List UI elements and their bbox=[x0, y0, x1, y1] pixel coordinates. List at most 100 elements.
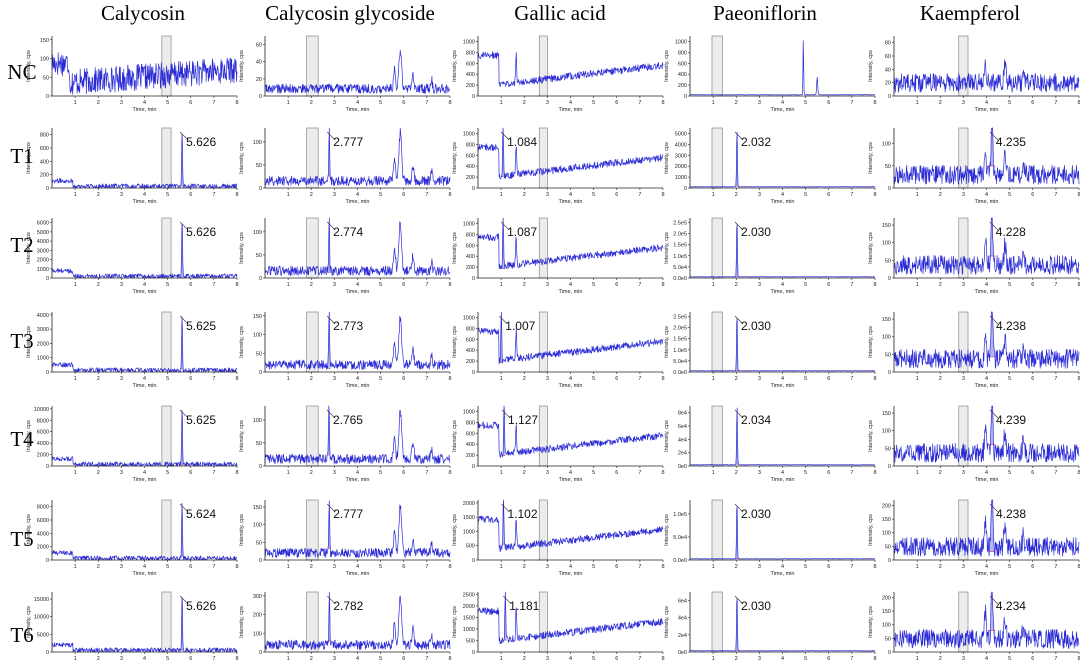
x-tick-label: 5 bbox=[166, 564, 169, 570]
panel-calycosin-t2: 1 2 3 4 5 6 7 8 0 1000 2000 3000 4000 5000 6000 Time, m… bbox=[26, 217, 239, 295]
y-tick-label: 2000 bbox=[37, 341, 49, 347]
x-tick-label: 1 bbox=[74, 282, 77, 288]
x-tick-label: 2 bbox=[310, 564, 313, 570]
x-tick-label: 3 bbox=[120, 192, 123, 198]
column-title-gallic-acid: Gallic acid bbox=[514, 1, 606, 25]
x-tick-label: 2 bbox=[939, 100, 942, 106]
panel-paeoniflorin-t3: 1 2 3 4 5 6 7 8 0.0e0 5.0e4 1.0e5 1.5e5 2.0e5 2.5e5 Ti… bbox=[664, 311, 877, 389]
x-axis-title: Time, min bbox=[975, 477, 999, 483]
x-tick-label: 4 bbox=[985, 376, 988, 382]
x-tick-label: 5 bbox=[166, 192, 169, 198]
y-tick-label: 2000 bbox=[37, 453, 49, 459]
x-tick-label: 3 bbox=[962, 470, 965, 476]
x-tick-label: 3 bbox=[333, 564, 336, 570]
y-tick-label: 150 bbox=[882, 609, 891, 615]
x-tick-label: 8 bbox=[235, 192, 238, 198]
y-axis-title: Intensity, cps bbox=[26, 232, 32, 264]
y-tick-label: 300 bbox=[253, 594, 262, 600]
x-tick-label: 8 bbox=[448, 192, 451, 198]
y-tick-label: 15000 bbox=[34, 597, 49, 603]
x-tick-label: 7 bbox=[1054, 376, 1057, 382]
y-axis-title: Intensity, cps bbox=[452, 232, 458, 264]
retention-window-box bbox=[161, 217, 172, 279]
x-tick-label: 6 bbox=[1031, 470, 1034, 476]
x-axis-title: Time, min bbox=[975, 571, 999, 577]
x-tick-label: 6 bbox=[615, 470, 618, 476]
peak-leader-line bbox=[179, 503, 189, 513]
x-tick-label: 2 bbox=[735, 470, 738, 476]
x-tick-label: 3 bbox=[333, 100, 336, 106]
x-tick-label: 7 bbox=[1054, 470, 1057, 476]
chromatogram-trace bbox=[689, 40, 876, 96]
y-axis-title: Intensity, cps bbox=[452, 142, 458, 174]
x-tick-label: 2 bbox=[735, 564, 738, 570]
x-tick-label: 4 bbox=[143, 192, 146, 198]
y-tick-label: 2500 bbox=[463, 592, 475, 598]
y-tick-label: 200 bbox=[882, 503, 891, 509]
y-tick-label: 8000 bbox=[37, 418, 49, 424]
x-tick-label: 7 bbox=[638, 656, 641, 662]
chromatogram-trace bbox=[893, 311, 1080, 369]
x-tick-label: 4 bbox=[143, 470, 146, 476]
x-tick-label: 5 bbox=[1008, 282, 1011, 288]
x-tick-label: 7 bbox=[212, 100, 215, 106]
x-tick-label: 7 bbox=[212, 376, 215, 382]
y-tick-label: 0e0 bbox=[678, 464, 687, 470]
x-tick-label: 3 bbox=[962, 100, 965, 106]
x-tick-label: 1 bbox=[500, 192, 503, 198]
peak-leader-line bbox=[499, 315, 508, 325]
peak-leader-line bbox=[989, 595, 999, 605]
chromatogram-trace bbox=[51, 316, 238, 373]
y-tick-label: 400 bbox=[466, 164, 475, 170]
x-tick-label: 4 bbox=[569, 470, 572, 476]
y-tick-label: 4000 bbox=[37, 531, 49, 537]
y-tick-label: 0 bbox=[259, 276, 262, 282]
x-tick-label: 2 bbox=[735, 100, 738, 106]
x-tick-label: 8 bbox=[1077, 192, 1080, 198]
y-tick-label: 200 bbox=[466, 453, 475, 459]
retention-window-box bbox=[538, 499, 548, 561]
x-tick-label: 1 bbox=[500, 470, 503, 476]
x-tick-label: 6 bbox=[615, 282, 618, 288]
x-tick-label: 1 bbox=[916, 376, 919, 382]
x-tick-label: 1 bbox=[500, 376, 503, 382]
y-tick-label: 80 bbox=[885, 41, 891, 47]
x-tick-label: 4 bbox=[569, 282, 572, 288]
peak-leader-line bbox=[326, 221, 336, 231]
panel-gallic-acid-t6: 1234567805001000150020002500Time, minInt… bbox=[452, 591, 665, 662]
x-tick-label: 6 bbox=[189, 100, 192, 106]
y-tick-label: 1000 bbox=[675, 175, 687, 181]
y-axis-title: Intensity, cps bbox=[868, 50, 874, 82]
panel-kaempferol-t5: 1 2 3 4 5 6 7 8 0 50 100 150 200 Time, min Intensity, … bbox=[868, 499, 1080, 577]
y-axis-title: Intensity, cps bbox=[664, 142, 670, 174]
x-tick-label: 8 bbox=[873, 100, 876, 106]
retention-window-box bbox=[958, 217, 969, 279]
y-tick-label: 0 bbox=[472, 94, 475, 100]
y-tick-label: 2000 bbox=[463, 501, 475, 507]
x-tick-label: 4 bbox=[569, 564, 572, 570]
x-tick-label: 8 bbox=[873, 192, 876, 198]
y-axis-title: Intensity, cps bbox=[26, 50, 32, 82]
x-tick-label: 7 bbox=[638, 470, 641, 476]
x-tick-label: 2 bbox=[939, 564, 942, 570]
y-tick-label: 2000 bbox=[463, 604, 475, 610]
x-tick-label: 4 bbox=[985, 192, 988, 198]
x-tick-label: 2 bbox=[735, 376, 738, 382]
x-tick-label: 3 bbox=[546, 192, 549, 198]
x-tick-label: 1 bbox=[74, 470, 77, 476]
y-tick-label: 100 bbox=[882, 429, 891, 435]
chromatogram-trace bbox=[893, 591, 1080, 649]
peak-leader-line bbox=[179, 595, 189, 605]
column-titles: Calycosin Calycosin glycoside Gallic aci… bbox=[101, 1, 1020, 25]
column-title-calycosin-glycoside: Calycosin glycoside bbox=[265, 1, 435, 25]
x-axis-title: Time, min bbox=[771, 289, 795, 295]
y-axis-title: Intensity, cps bbox=[239, 232, 245, 264]
x-tick-label: 1 bbox=[287, 470, 290, 476]
y-tick-label: 3000 bbox=[675, 153, 687, 159]
y-tick-label: 10000 bbox=[34, 407, 49, 413]
x-tick-label: 7 bbox=[1054, 100, 1057, 106]
peak-leader-line bbox=[179, 409, 189, 419]
y-tick-label: 1000 bbox=[463, 627, 475, 633]
